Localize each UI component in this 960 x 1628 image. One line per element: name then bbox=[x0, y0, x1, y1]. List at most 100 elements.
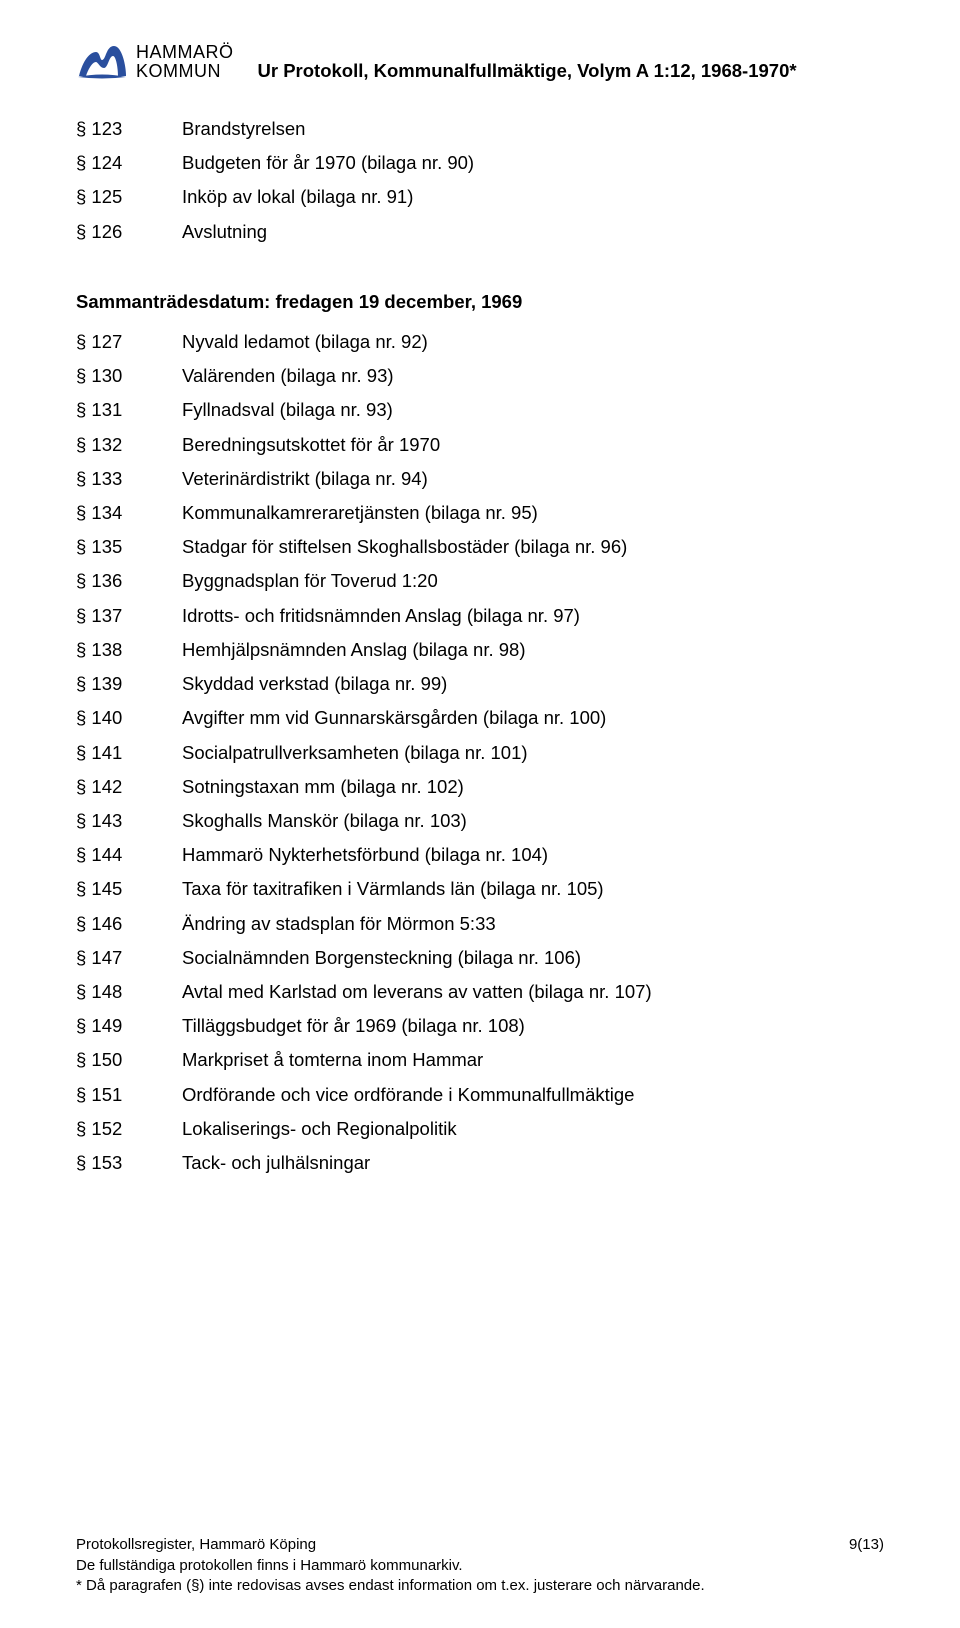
paragraph-text: Valärenden (bilaga nr. 93) bbox=[182, 359, 652, 393]
paragraph-text: Stadgar för stiftelsen Skoghallsbostäder… bbox=[182, 530, 652, 564]
list-item: § 148Avtal med Karlstad om leverans av v… bbox=[76, 975, 652, 1009]
list-item: § 131Fyllnadsval (bilaga nr. 93) bbox=[76, 393, 652, 427]
list-item: § 125Inköp av lokal (bilaga nr. 91) bbox=[76, 180, 474, 214]
paragraph-number: § 151 bbox=[76, 1078, 182, 1112]
paragraph-text: Hemhjälpsnämnden Anslag (bilaga nr. 98) bbox=[182, 633, 652, 667]
paragraph-number: § 144 bbox=[76, 838, 182, 872]
paragraph-text: Veterinärdistrikt (bilaga nr. 94) bbox=[182, 462, 652, 496]
paragraph-text: Kommunalkamreraretjänsten (bilaga nr. 95… bbox=[182, 496, 652, 530]
paragraph-text: Nyvald ledamot (bilaga nr. 92) bbox=[182, 325, 652, 359]
paragraph-text: Fyllnadsval (bilaga nr. 93) bbox=[182, 393, 652, 427]
paragraph-number: § 130 bbox=[76, 359, 182, 393]
paragraph-number: § 137 bbox=[76, 599, 182, 633]
paragraph-number: § 133 bbox=[76, 462, 182, 496]
page-number: 9(13) bbox=[849, 1535, 884, 1555]
paragraph-number: § 138 bbox=[76, 633, 182, 667]
list-item: § 133Veterinärdistrikt (bilaga nr. 94) bbox=[76, 462, 652, 496]
list-item: § 147Socialnämnden Borgensteckning (bila… bbox=[76, 941, 652, 975]
paragraph-number: § 134 bbox=[76, 496, 182, 530]
paragraph-text: Avtal med Karlstad om leverans av vatten… bbox=[182, 975, 652, 1009]
list-item: § 124Budgeten för år 1970 (bilaga nr. 90… bbox=[76, 146, 474, 180]
meeting-date-heading: Sammanträdesdatum: fredagen 19 december,… bbox=[76, 291, 884, 313]
paragraph-number: § 123 bbox=[76, 112, 182, 146]
paragraph-text: Tack- och julhälsningar bbox=[182, 1146, 652, 1180]
list-item: § 150Markpriset å tomterna inom Hammar bbox=[76, 1043, 652, 1077]
paragraph-number: § 127 bbox=[76, 325, 182, 359]
paragraph-text: Beredningsutskottet för år 1970 bbox=[182, 428, 652, 462]
list-item: § 153Tack- och julhälsningar bbox=[76, 1146, 652, 1180]
list-item: § 136Byggnadsplan för Toverud 1:20 bbox=[76, 564, 652, 598]
paragraph-number: § 132 bbox=[76, 428, 182, 462]
paragraph-text: Markpriset å tomterna inom Hammar bbox=[182, 1043, 652, 1077]
document-title: Ur Protokoll, Kommunalfullmäktige, Volym… bbox=[258, 60, 797, 82]
paragraph-number: § 143 bbox=[76, 804, 182, 838]
list-item: § 142Sotningstaxan mm (bilaga nr. 102) bbox=[76, 770, 652, 804]
list-item: § 130Valärenden (bilaga nr. 93) bbox=[76, 359, 652, 393]
paragraph-number: § 136 bbox=[76, 564, 182, 598]
list-item: § 127Nyvald ledamot (bilaga nr. 92) bbox=[76, 325, 652, 359]
list-item: § 134Kommunalkamreraretjänsten (bilaga n… bbox=[76, 496, 652, 530]
paragraph-text: Taxa för taxitrafiken i Värmlands län (b… bbox=[182, 872, 652, 906]
list-item: § 132Beredningsutskottet för år 1970 bbox=[76, 428, 652, 462]
paragraph-number: § 150 bbox=[76, 1043, 182, 1077]
items-table: § 127Nyvald ledamot (bilaga nr. 92)§ 130… bbox=[76, 325, 652, 1180]
footer-line2: De fullständiga protokollen finns i Hamm… bbox=[76, 1556, 884, 1576]
list-item: § 140Avgifter mm vid Gunnarskärsgården (… bbox=[76, 701, 652, 735]
paragraph-number: § 125 bbox=[76, 180, 182, 214]
document-body: § 123Brandstyrelsen§ 124Budgeten för år … bbox=[76, 112, 884, 1180]
paragraph-number: § 145 bbox=[76, 872, 182, 906]
paragraph-text: Avslutning bbox=[182, 215, 474, 249]
paragraph-text: Budgeten för år 1970 (bilaga nr. 90) bbox=[182, 146, 474, 180]
paragraph-text: Avgifter mm vid Gunnarskärsgården (bilag… bbox=[182, 701, 652, 735]
list-item: § 143Skoghalls Manskör (bilaga nr. 103) bbox=[76, 804, 652, 838]
paragraph-number: § 141 bbox=[76, 736, 182, 770]
paragraph-text: Hammarö Nykterhetsförbund (bilaga nr. 10… bbox=[182, 838, 652, 872]
paragraph-number: § 131 bbox=[76, 393, 182, 427]
paragraph-text: Inköp av lokal (bilaga nr. 91) bbox=[182, 180, 474, 214]
list-item: § 141 Socialpatrullverksamheten (bilaga … bbox=[76, 736, 652, 770]
paragraph-text: Ordförande och vice ordförande i Kommuna… bbox=[182, 1078, 652, 1112]
paragraph-number: § 142 bbox=[76, 770, 182, 804]
list-item: § 135Stadgar för stiftelsen Skoghallsbos… bbox=[76, 530, 652, 564]
list-item: § 152Lokaliserings- och Regionalpolitik bbox=[76, 1112, 652, 1146]
logo-mark-icon bbox=[76, 42, 128, 82]
paragraph-number: § 126 bbox=[76, 215, 182, 249]
footer-line3: * Då paragrafen (§) inte redovisas avses… bbox=[76, 1576, 884, 1596]
footer-line1: Protokollsregister, Hammarö Köping bbox=[76, 1535, 316, 1555]
list-item: § 139Skyddad verkstad (bilaga nr. 99) bbox=[76, 667, 652, 701]
paragraph-text: Idrotts- och fritidsnämnden Anslag (bila… bbox=[182, 599, 652, 633]
municipality-logo: HAMMARÖ KOMMUN bbox=[76, 42, 234, 82]
paragraph-text: Tilläggsbudget för år 1969 (bilaga nr. 1… bbox=[182, 1009, 652, 1043]
paragraph-number: § 152 bbox=[76, 1112, 182, 1146]
paragraph-number: § 146 bbox=[76, 907, 182, 941]
paragraph-number: § 135 bbox=[76, 530, 182, 564]
list-item: § 145Taxa för taxitrafiken i Värmlands l… bbox=[76, 872, 652, 906]
list-item: § 144Hammarö Nykterhetsförbund (bilaga n… bbox=[76, 838, 652, 872]
paragraph-number: § 140 bbox=[76, 701, 182, 735]
page-footer: Protokollsregister, Hammarö Köping 9(13)… bbox=[76, 1535, 884, 1596]
paragraph-text: Skoghalls Manskör (bilaga nr. 103) bbox=[182, 804, 652, 838]
logo-text: HAMMARÖ KOMMUN bbox=[136, 43, 234, 81]
list-item: § 146Ändring av stadsplan för Mörmon 5:3… bbox=[76, 907, 652, 941]
paragraph-number: § 153 bbox=[76, 1146, 182, 1180]
paragraph-text: Sotningstaxan mm (bilaga nr. 102) bbox=[182, 770, 652, 804]
logo-line2: KOMMUN bbox=[136, 62, 234, 81]
paragraph-text: Lokaliserings- och Regionalpolitik bbox=[182, 1112, 652, 1146]
list-item: § 137Idrotts- och fritidsnämnden Anslag … bbox=[76, 599, 652, 633]
paragraph-text: Skyddad verkstad (bilaga nr. 99) bbox=[182, 667, 652, 701]
paragraph-text: Socialnämnden Borgensteckning (bilaga nr… bbox=[182, 941, 652, 975]
page-header: HAMMARÖ KOMMUN Ur Protokoll, Kommunalful… bbox=[76, 42, 884, 82]
logo-line1: HAMMARÖ bbox=[136, 43, 234, 62]
pre-items-table: § 123Brandstyrelsen§ 124Budgeten för år … bbox=[76, 112, 474, 249]
list-item: § 123Brandstyrelsen bbox=[76, 112, 474, 146]
paragraph-number: § 147 bbox=[76, 941, 182, 975]
paragraph-number: § 149 bbox=[76, 1009, 182, 1043]
paragraph-text: Brandstyrelsen bbox=[182, 112, 474, 146]
document-page: HAMMARÖ KOMMUN Ur Protokoll, Kommunalful… bbox=[0, 0, 960, 1628]
paragraph-text: Socialpatrullverksamheten (bilaga nr. 10… bbox=[182, 736, 652, 770]
list-item: § 151Ordförande och vice ordförande i Ko… bbox=[76, 1078, 652, 1112]
paragraph-text: Byggnadsplan för Toverud 1:20 bbox=[182, 564, 652, 598]
paragraph-number: § 148 bbox=[76, 975, 182, 1009]
paragraph-text: Ändring av stadsplan för Mörmon 5:33 bbox=[182, 907, 652, 941]
list-item: § 126Avslutning bbox=[76, 215, 474, 249]
